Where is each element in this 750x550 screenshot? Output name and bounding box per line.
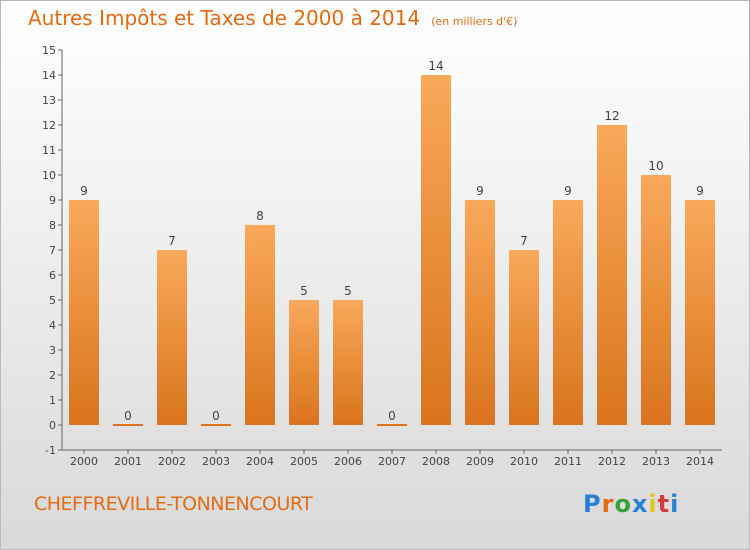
x-tick-label: 2003 xyxy=(202,455,230,468)
x-tick-label: 2009 xyxy=(466,455,494,468)
y-tick-label: 6 xyxy=(49,269,56,282)
bar xyxy=(641,175,671,425)
chart-title: Autres Impôts et Taxes de 2000 à 2014 xyxy=(28,6,421,30)
bar xyxy=(553,200,583,425)
y-tick-label: 9 xyxy=(49,194,56,207)
bar-value-label: 7 xyxy=(520,234,528,248)
bar xyxy=(201,424,231,426)
bar xyxy=(245,225,275,425)
x-tick-label: 2013 xyxy=(642,455,670,468)
bar xyxy=(377,424,407,426)
bar-value-label: 9 xyxy=(564,184,572,198)
bar xyxy=(289,300,319,425)
y-tick-label: 10 xyxy=(42,169,56,182)
y-tick-label: 13 xyxy=(42,94,56,107)
bar-value-label: 14 xyxy=(428,59,443,73)
bar xyxy=(113,424,143,426)
bar-value-label: 8 xyxy=(256,209,264,223)
bar-value-label: 0 xyxy=(388,409,396,423)
bar-value-label: 9 xyxy=(696,184,704,198)
y-tick-label: 5 xyxy=(49,294,56,307)
x-tick-label: 2012 xyxy=(598,455,626,468)
logo-letter: P xyxy=(583,490,602,518)
y-tick-label: 14 xyxy=(42,69,56,82)
y-tick-label: 8 xyxy=(49,219,56,232)
bar xyxy=(421,75,451,425)
x-tick-label: 2002 xyxy=(158,455,186,468)
bar xyxy=(685,200,715,425)
x-tick-label: 2011 xyxy=(554,455,582,468)
x-tick-label: 2014 xyxy=(686,455,714,468)
bar-value-label: 0 xyxy=(124,409,132,423)
y-tick-label: 1 xyxy=(49,394,56,407)
x-tick-label: 2010 xyxy=(510,455,538,468)
y-tick-label: 11 xyxy=(42,144,56,157)
x-tick-label: 2004 xyxy=(246,455,274,468)
bar-value-label: 10 xyxy=(648,159,663,173)
proxiti-logo: Proxiti xyxy=(583,490,679,518)
bar-value-label: 5 xyxy=(300,284,308,298)
bar-value-label: 9 xyxy=(476,184,484,198)
x-tick-label: 2001 xyxy=(114,455,142,468)
y-tick-label: 7 xyxy=(49,244,56,257)
bar xyxy=(157,250,187,425)
y-tick-label: 3 xyxy=(49,344,56,357)
y-tick-label: 12 xyxy=(42,119,56,132)
bar-value-label: 9 xyxy=(80,184,88,198)
commune-name: CHEFFREVILLE-TONNENCOURT xyxy=(34,493,313,515)
logo-letter: o xyxy=(614,490,632,518)
y-tick-label: 15 xyxy=(42,44,56,57)
chart-subtitle: (en milliers d'€) xyxy=(431,15,518,28)
y-tick-label: 4 xyxy=(49,319,56,332)
logo-letter: i xyxy=(648,490,658,518)
x-tick-label: 2007 xyxy=(378,455,406,468)
bar xyxy=(509,250,539,425)
x-tick-label: 2005 xyxy=(290,455,318,468)
logo-letter: i xyxy=(670,490,680,518)
bar-value-label: 0 xyxy=(212,409,220,423)
y-tick-label: 0 xyxy=(49,419,56,432)
bar xyxy=(333,300,363,425)
bar-value-label: 12 xyxy=(604,109,619,123)
y-tick-label: 2 xyxy=(49,369,56,382)
chart-title-block: Autres Impôts et Taxes de 2000 à 2014 (e… xyxy=(28,6,517,30)
logo-letter: x xyxy=(631,490,649,518)
bar xyxy=(69,200,99,425)
x-tick-label: 2006 xyxy=(334,455,362,468)
logo-letter: r xyxy=(601,490,615,518)
x-tick-label: 2008 xyxy=(422,455,450,468)
logo-letter: t xyxy=(657,490,671,518)
bar xyxy=(465,200,495,425)
x-tick-label: 2000 xyxy=(70,455,98,468)
bar-value-label: 7 xyxy=(168,234,176,248)
bar-value-label: 5 xyxy=(344,284,352,298)
y-tick-label: -1 xyxy=(45,444,56,457)
bar xyxy=(597,125,627,425)
